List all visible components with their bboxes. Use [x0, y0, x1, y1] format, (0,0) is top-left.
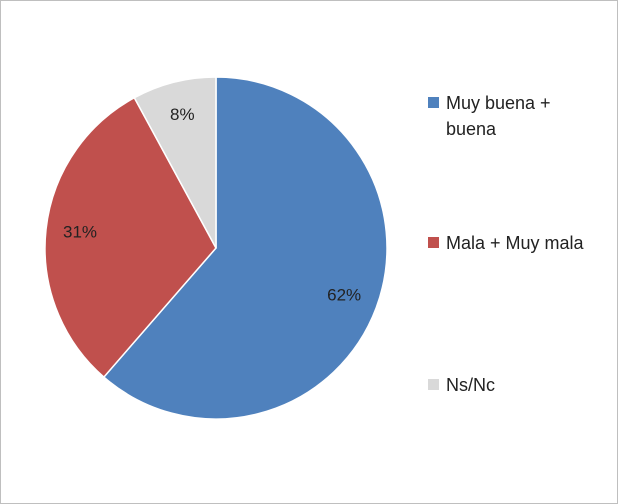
pie-slice: [102, 76, 388, 420]
legend-label: Mala + Muy mala: [446, 233, 584, 253]
legend-label: Muy buena + buena: [446, 93, 551, 139]
legend-swatch: [428, 97, 439, 108]
legend-swatch: [428, 379, 439, 390]
data-label: 31%: [63, 223, 97, 242]
data-label: 8%: [170, 105, 195, 124]
pie-slice: [44, 96, 217, 379]
legend-label: Ns/Nc: [446, 375, 495, 395]
legend-swatch: [428, 237, 439, 248]
data-label: 62%: [327, 285, 361, 304]
pie-slice: [133, 76, 217, 249]
